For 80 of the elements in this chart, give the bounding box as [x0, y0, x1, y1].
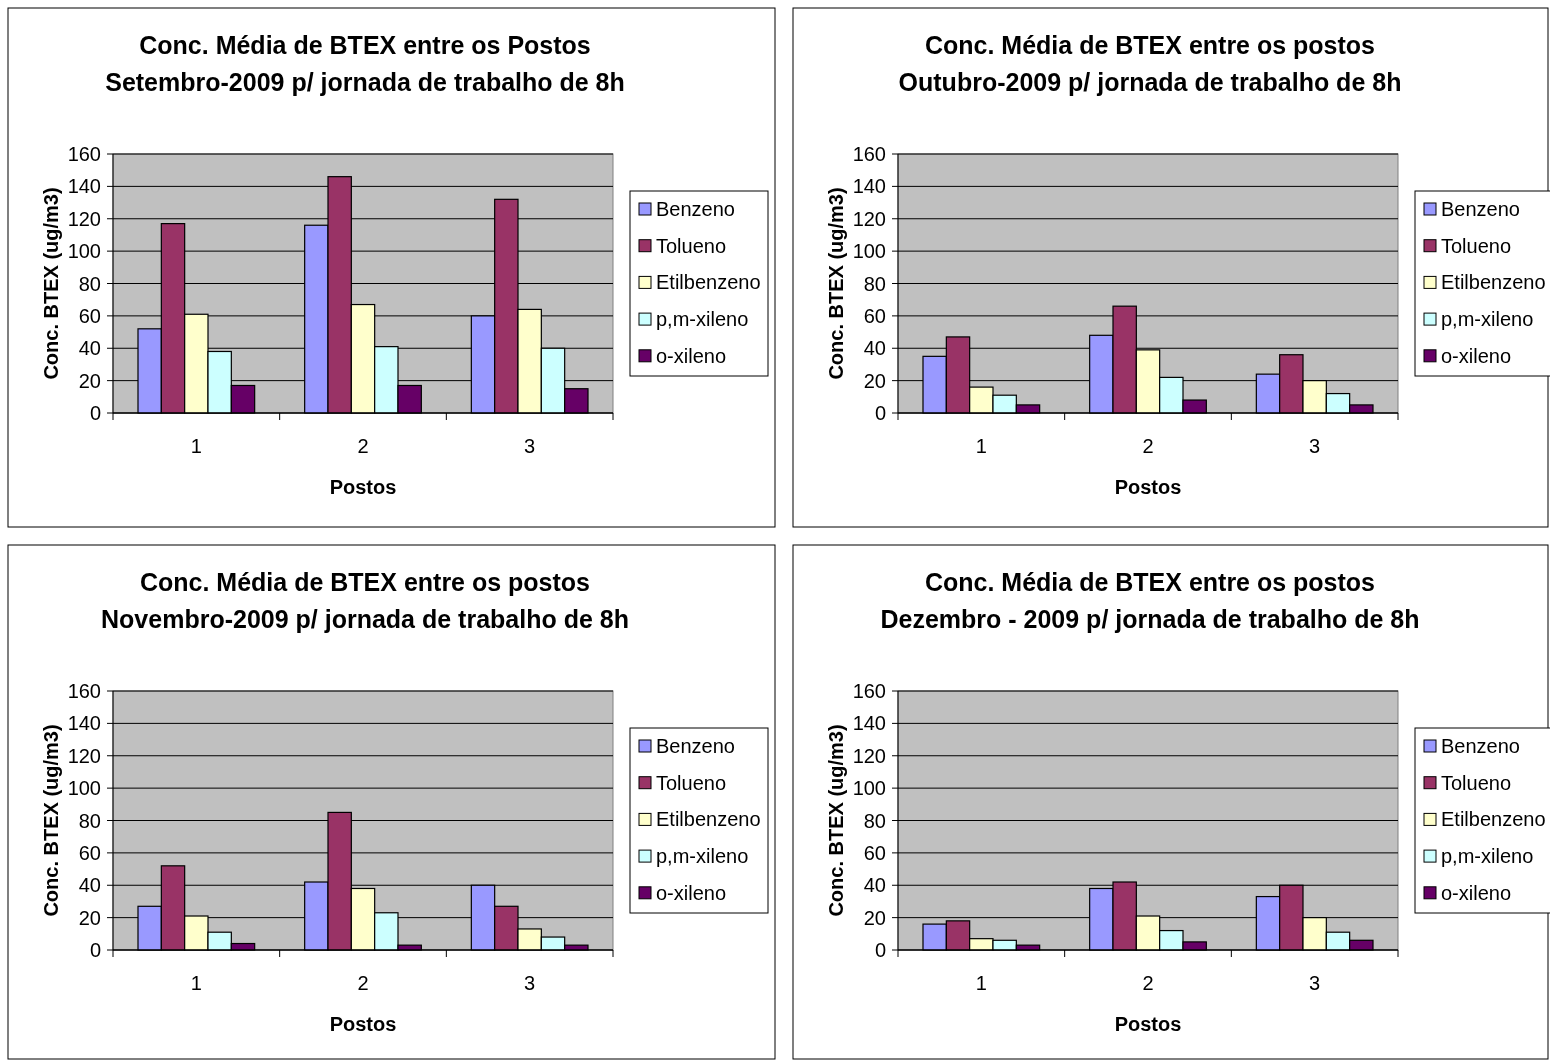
y-tick-label: 0	[874, 402, 886, 424]
y-tick-label: 100	[67, 240, 101, 263]
y-tick-label: 60	[863, 304, 886, 327]
x-axis-title: Postos	[1114, 476, 1182, 498]
y-tick-label: 120	[852, 207, 886, 230]
y-tick-label: 160	[852, 143, 886, 165]
x-tick-label: 3	[1309, 972, 1321, 994]
x-tick-label: 1	[190, 435, 202, 457]
legend-label: o-xileno	[656, 344, 727, 367]
y-axis-title: Conc. BTEX (ug/m3)	[825, 187, 847, 380]
y-tick-label: 160	[852, 680, 886, 702]
y-tick-label: 40	[863, 874, 886, 897]
legend-label: Tolueno	[1441, 771, 1512, 794]
legend-label: p,m-xileno	[656, 308, 749, 331]
y-tick-label: 60	[78, 304, 101, 327]
y-tick-label: 120	[67, 744, 101, 767]
y-tick-label: 0	[89, 402, 101, 424]
y-tick-label: 100	[852, 240, 886, 263]
y-tick-label: 140	[67, 712, 101, 735]
y-tick-label: 40	[78, 337, 101, 360]
y-tick-label: 80	[78, 809, 101, 832]
legend-label: p,m-xileno	[656, 845, 749, 868]
x-tick-label: 1	[975, 972, 987, 994]
y-tick-label: 40	[863, 337, 886, 360]
x-tick-label: 1	[975, 435, 987, 457]
x-tick-label: 2	[357, 972, 369, 994]
chart-title: Conc. Média de BTEX entre os postos Novembro-2009 p/ jornada de trabalho de 8h	[101, 568, 629, 633]
y-tick-label: 140	[852, 712, 886, 735]
y-tick-label: 20	[78, 906, 101, 929]
x-tick-label: 2	[1142, 972, 1154, 994]
legend-label: Etilbenzeno	[656, 271, 761, 294]
y-tick-label: 100	[67, 777, 101, 800]
y-tick-label: 60	[78, 841, 101, 864]
y-axis-title: Conc. BTEX (ug/m3)	[825, 724, 847, 917]
y-tick-label: 140	[67, 175, 101, 198]
y-axis-title: Conc. BTEX (ug/m3)	[40, 187, 62, 380]
x-axis-title: Postos	[1114, 1013, 1182, 1035]
x-axis-title: Postos	[329, 476, 397, 498]
chart-title: Conc. Média de BTEX entre os postos Dezembro - 2009 p/ jornada de trabalho de 8h	[880, 568, 1420, 633]
legend-label: Etilbenzeno	[1441, 808, 1546, 831]
legend-label: Tolueno	[656, 771, 727, 794]
y-tick-label: 20	[78, 369, 101, 392]
legend-label: Benzeno	[656, 735, 735, 757]
y-tick-label: 160	[67, 143, 101, 165]
x-tick-label: 2	[357, 435, 369, 457]
legend-label: Tolueno	[1441, 234, 1512, 257]
y-tick-label: 80	[863, 809, 886, 832]
x-tick-label: 1	[190, 972, 202, 994]
legend-label: p,m-xileno	[1441, 308, 1534, 331]
legend-label: Benzeno	[1441, 735, 1520, 757]
y-tick-label: 80	[863, 272, 886, 295]
y-tick-label: 80	[78, 272, 101, 295]
y-tick-label: 100	[852, 777, 886, 800]
legend-label: Etilbenzeno	[1441, 271, 1546, 294]
legend-label: o-xileno	[1441, 344, 1512, 367]
x-tick-label: 3	[524, 435, 536, 457]
legend-label: o-xileno	[656, 881, 727, 904]
x-tick-label: 3	[524, 972, 536, 994]
x-tick-label: 3	[1309, 435, 1321, 457]
legend-label: Benzeno	[1441, 198, 1520, 220]
y-tick-label: 20	[863, 906, 886, 929]
y-tick-label: 0	[874, 939, 886, 961]
y-tick-label: 40	[78, 874, 101, 897]
y-tick-label: 20	[863, 369, 886, 392]
y-tick-label: 160	[67, 680, 101, 702]
y-tick-label: 120	[67, 207, 101, 230]
y-tick-label: 60	[863, 841, 886, 864]
x-axis-title: Postos	[329, 1013, 397, 1035]
legend-label: Benzeno	[656, 198, 735, 220]
legend-label: Tolueno	[656, 234, 727, 257]
x-tick-label: 2	[1142, 435, 1154, 457]
chart-title: Conc. Média de BTEX entre os Postos Setembro-2009 p/ jornada de trabalho de 8h	[105, 31, 625, 96]
legend-label: o-xileno	[1441, 881, 1512, 904]
legend-label: p,m-xileno	[1441, 845, 1534, 868]
legend-label: Etilbenzeno	[656, 808, 761, 831]
chart-title: Conc. Média de BTEX entre os postos Outubro-2009 p/ jornada de trabalho de 8h	[898, 31, 1402, 96]
y-tick-label: 0	[89, 939, 101, 961]
y-tick-label: 140	[852, 175, 886, 198]
y-axis-title: Conc. BTEX (ug/m3)	[40, 724, 62, 917]
y-tick-label: 120	[852, 744, 886, 767]
